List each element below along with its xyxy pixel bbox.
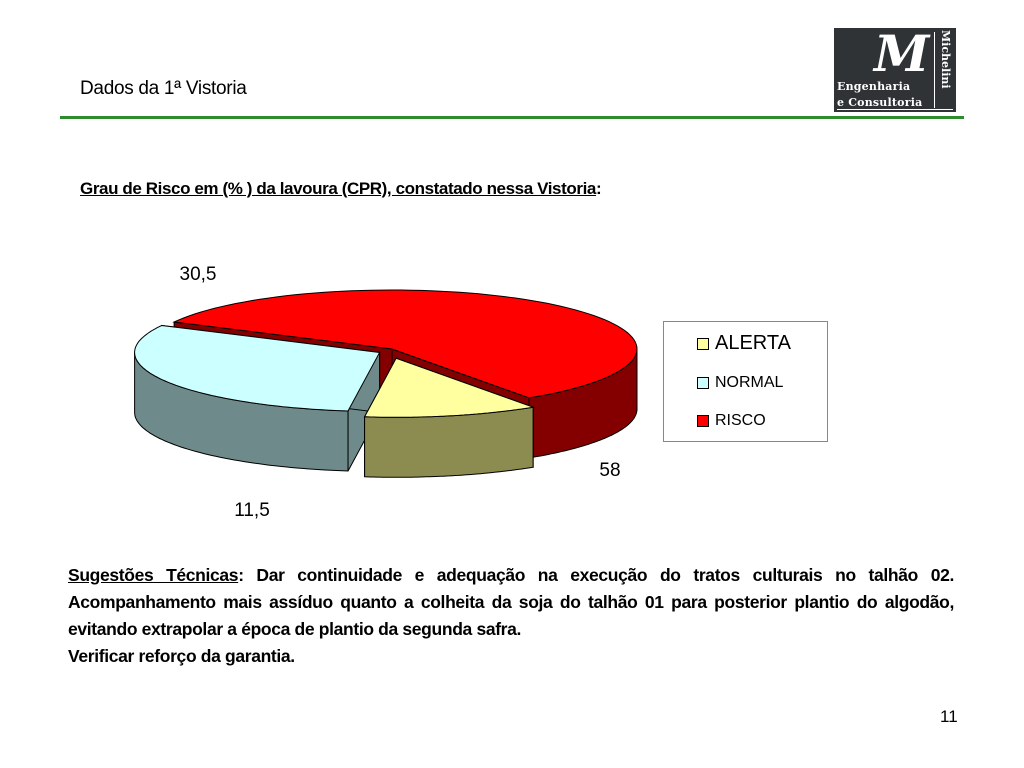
- chart-legend: ALERTA NORMAL RISCO: [663, 321, 828, 442]
- pie-slice-normal: [134, 324, 381, 472]
- pie-slice-normal-top: [134, 324, 381, 412]
- legend-swatch-risco: [697, 415, 709, 427]
- header-divider: [60, 116, 964, 119]
- page-title: Dados da 1ª Vistoria: [80, 78, 247, 99]
- pie-slice-alerta-top: [363, 357, 536, 418]
- data-label-normal: 30,5: [180, 264, 217, 285]
- legend-item-normal: NORMAL: [697, 374, 783, 392]
- logo-horizontal-line: [837, 109, 953, 110]
- logo-side-text: Michelini: [939, 30, 952, 89]
- company-logo: M Engenharia e Consultoria Michelini: [834, 24, 956, 112]
- technical-suggestions: Sugestões Técnicas: Dar continuidade e a…: [68, 562, 954, 670]
- legend-item-risco: RISCO: [697, 412, 766, 430]
- chart-title-text: Grau de Risco em (% ) da lavoura (CPR), …: [80, 179, 596, 198]
- logo-letter: M: [874, 24, 930, 83]
- suggestions-heading: Sugestões Técnicas: [68, 565, 239, 585]
- logo-line1: Engenharia: [837, 80, 911, 93]
- data-label-alerta: 11,5: [234, 500, 270, 521]
- logo-vertical-line: [934, 32, 935, 108]
- suggestions-colon: :: [238, 565, 244, 585]
- suggestions-paragraph: Sugestões Técnicas: Dar continuidade e a…: [68, 562, 954, 643]
- legend-swatch-normal: [697, 377, 709, 389]
- legend-label-alerta: ALERTA: [715, 332, 791, 354]
- legend-label-normal: NORMAL: [715, 374, 784, 391]
- page-number: 11: [940, 707, 958, 726]
- chart-title-colon: :: [595, 179, 602, 198]
- suggestions-text: Dar continuidade e adequação na execução…: [68, 565, 954, 639]
- legend-item-alerta: ALERTA: [697, 332, 791, 355]
- chart-title: Grau de Risco em (% ) da lavoura (CPR), …: [80, 179, 602, 199]
- data-label-risco: 58: [599, 460, 620, 481]
- pie-slice-alerta: [363, 357, 536, 478]
- legend-swatch-alerta: [697, 337, 709, 350]
- logo-line2: e Consultoria: [837, 96, 923, 109]
- legend-label-risco: RISCO: [715, 412, 766, 429]
- pie-slice-risco-top: [172, 289, 638, 399]
- suggestions-guarantee: Verificar reforço da garantia.: [68, 646, 295, 666]
